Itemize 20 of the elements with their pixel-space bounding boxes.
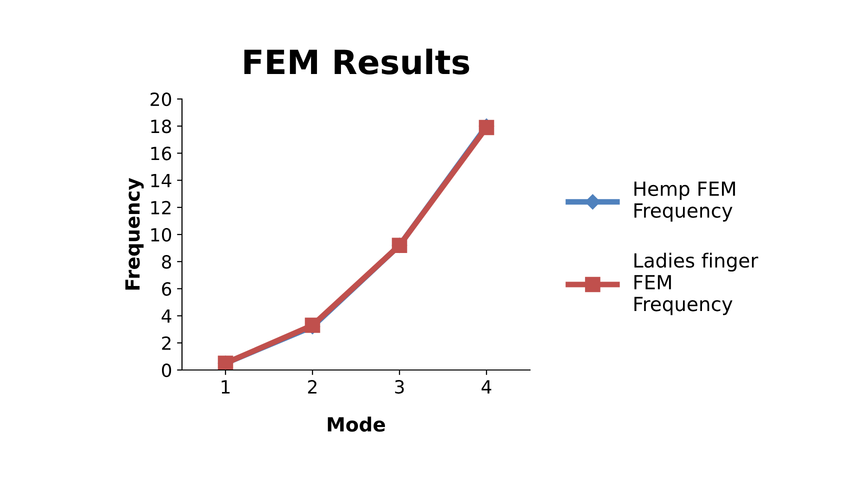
x-axis-title: Mode: [328, 416, 385, 432]
y-tick-label: 0: [162, 363, 172, 378]
y-tick-label: 20: [150, 92, 172, 106]
y-tick-label: 18: [151, 120, 172, 134]
y-tick-label: 8: [162, 255, 172, 269]
x-tick-label: 1: [222, 380, 230, 394]
legend-label: Ladies finger FEM Frequency: [634, 252, 758, 316]
x-tick-label: 3: [395, 380, 404, 394]
y-tick-label: 14: [151, 174, 172, 188]
x-tick-label: 2: [308, 380, 316, 394]
legend-label: Hemp FEM Frequency: [634, 182, 735, 222]
x-tick-label: 4: [482, 380, 492, 394]
y-tick-label: 6: [162, 282, 172, 296]
chart-title: FEM Results: [244, 48, 470, 74]
y-tick-label: 12: [151, 200, 170, 214]
y-tick-label: 4: [162, 309, 172, 323]
y-tick-label: 2: [162, 336, 170, 350]
y-tick-label: 10: [151, 228, 172, 242]
y-axis-title: Frequency: [125, 178, 144, 290]
y-tick-label: 16: [151, 146, 172, 160]
